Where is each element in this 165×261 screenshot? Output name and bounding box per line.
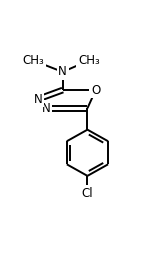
Text: CH₃: CH₃	[22, 54, 44, 67]
Text: O: O	[91, 84, 100, 97]
Text: N: N	[58, 66, 67, 78]
Text: N: N	[33, 93, 42, 106]
Text: N: N	[42, 102, 51, 115]
Text: CH₃: CH₃	[78, 54, 100, 67]
Text: Cl: Cl	[82, 187, 93, 200]
